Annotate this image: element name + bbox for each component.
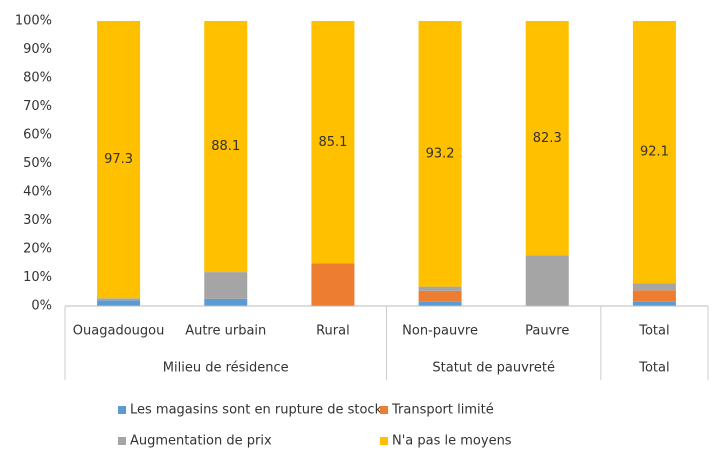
bar-segment	[204, 21, 248, 273]
y-tick-label: 20%	[23, 242, 52, 257]
y-tick-label: 10%	[23, 270, 52, 285]
value-label: 88.1	[211, 139, 240, 154]
y-tick-label: 50%	[23, 156, 52, 171]
y-tick-label: 60%	[23, 128, 52, 143]
legend-label: Augmentation de prix	[130, 434, 272, 449]
value-label: 97.3	[104, 152, 133, 167]
bar-segment	[632, 290, 676, 302]
y-tick-label: 40%	[23, 185, 52, 200]
bar-segment	[97, 21, 141, 299]
y-tick-label: 70%	[23, 99, 52, 114]
value-label: 93.2	[426, 146, 455, 161]
group-label: Total	[638, 361, 669, 376]
group-label: Statut de pauvreté	[432, 361, 555, 376]
x-tick-label: Ouagadougou	[73, 324, 165, 339]
value-label: 92.1	[640, 145, 669, 160]
y-tick-label: 30%	[23, 213, 52, 228]
bar-segment	[525, 255, 569, 306]
x-tick-label: Pauvre	[525, 324, 569, 339]
group-label: Milieu de résidence	[163, 361, 289, 376]
value-label: 85.1	[318, 135, 347, 150]
x-tick-label: Non-pauvre	[402, 324, 478, 339]
bar-segment	[204, 298, 248, 306]
bar-segment	[418, 290, 462, 302]
legend-label: Transport limité	[391, 403, 494, 418]
x-tick-label: Total	[638, 324, 669, 339]
bar-segment	[418, 301, 462, 306]
bar-segment	[204, 272, 248, 299]
legend-label: N'a pas le moyens	[392, 434, 512, 449]
bar-segment	[97, 298, 141, 301]
legend-swatch	[118, 406, 126, 414]
x-tick-label: Autre urbain	[185, 324, 266, 339]
bar-segment	[418, 286, 462, 291]
bar-segment	[632, 21, 676, 284]
bar-segment	[97, 300, 141, 306]
bar-segment	[632, 301, 676, 306]
legend-label: Les magasins sont en rupture de stock	[130, 403, 383, 418]
y-tick-label: 100%	[15, 14, 52, 29]
legend-swatch	[380, 437, 388, 445]
y-tick-label: 90%	[23, 42, 52, 57]
bar-segment	[311, 21, 355, 264]
value-label: 82.3	[533, 131, 562, 146]
bar-segment	[632, 283, 676, 291]
legend-swatch	[380, 406, 388, 414]
legend-swatch	[118, 437, 126, 445]
x-tick-label: Rural	[316, 324, 350, 339]
bar-segment	[311, 263, 355, 306]
y-tick-label: 0%	[31, 299, 52, 314]
bar-segment	[525, 21, 569, 256]
bar-segment	[418, 21, 462, 287]
y-tick-label: 80%	[23, 71, 52, 86]
